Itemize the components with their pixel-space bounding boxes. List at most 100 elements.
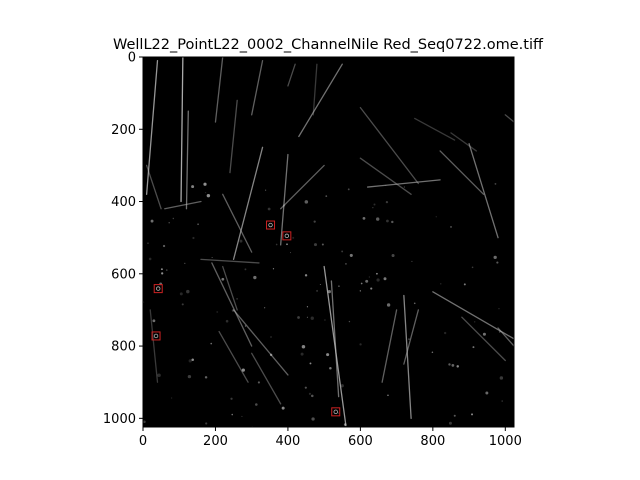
particle-speckle <box>191 185 195 189</box>
fiber-stroke <box>450 132 477 152</box>
fiber-stroke <box>149 309 159 383</box>
particle-speckle <box>443 331 447 335</box>
particle-speckle <box>376 272 378 275</box>
particle-speckle <box>244 325 247 327</box>
particle-speckle <box>304 386 307 389</box>
particle-speckle <box>329 366 332 370</box>
particle-speckle <box>385 184 387 186</box>
detection-marker <box>153 284 163 294</box>
particle-speckle <box>216 311 219 313</box>
particle-speckle <box>204 376 208 379</box>
particle-speckle <box>385 200 389 204</box>
particle-speckle <box>297 316 300 319</box>
particle-speckle <box>450 225 452 228</box>
particle-speckle <box>292 236 295 239</box>
particle-speckle <box>168 222 170 224</box>
fiber-stroke <box>214 56 224 123</box>
particle-speckle <box>179 292 183 296</box>
y-tick-label: 1000 <box>103 412 136 427</box>
marker-spot <box>156 286 161 291</box>
particle-speckle <box>386 219 389 223</box>
particle-speckle <box>157 373 161 378</box>
fiber-stroke <box>403 309 420 365</box>
marker-box <box>153 284 163 294</box>
particle-speckle <box>319 283 321 285</box>
particle-speckle <box>264 307 266 309</box>
x-tick-label: 400 <box>276 434 301 449</box>
particle-speckle <box>463 283 466 286</box>
particle-speckle <box>359 290 361 292</box>
fiber-stroke <box>497 327 515 347</box>
fiber-stroke <box>185 110 189 210</box>
particle-speckle <box>171 397 173 399</box>
particle-speckle <box>316 289 319 292</box>
particle-speckle <box>308 392 311 395</box>
particle-speckle <box>211 256 213 259</box>
particle-speckle <box>313 243 317 247</box>
particle-speckle <box>327 289 331 294</box>
particle-speckle <box>321 243 324 246</box>
particle-speckle <box>181 303 184 306</box>
marker-box <box>331 407 341 417</box>
detection-marker <box>151 331 161 341</box>
particle-speckle <box>143 420 146 424</box>
particle-speckle <box>413 302 416 305</box>
particle-speckle <box>191 358 194 362</box>
particle-speckle <box>265 189 267 191</box>
particle-speckle <box>391 220 394 224</box>
particle-speckle <box>161 272 164 275</box>
fiber-stroke <box>251 352 282 405</box>
fiber-strokes <box>145 56 515 427</box>
particle-speckle <box>456 365 459 368</box>
particle-speckle <box>165 269 168 271</box>
fiber-stroke <box>222 265 238 311</box>
fiber-stroke <box>251 59 264 116</box>
y-tick-label: 0 <box>128 51 136 66</box>
particle-speckle <box>152 319 156 323</box>
particle-speckle <box>257 381 260 384</box>
fiber-stroke <box>232 309 289 376</box>
y-tick-label: 600 <box>111 267 136 282</box>
particle-speckle <box>498 308 500 310</box>
particle-speckle <box>324 319 326 321</box>
particle-speckle <box>373 203 376 206</box>
fiber-stroke <box>381 309 398 383</box>
particle-speckle <box>275 243 278 246</box>
marker-box <box>266 220 276 230</box>
fiber-stroke <box>280 153 289 246</box>
fiber-stroke <box>180 56 184 203</box>
particle-speckle <box>341 250 344 253</box>
fiber-stroke <box>403 294 412 419</box>
particle-speckle <box>345 263 347 265</box>
fiber-stroke <box>280 164 325 210</box>
particle-speckle <box>162 244 166 248</box>
detection-marker <box>266 220 276 230</box>
particle-speckle <box>150 219 154 223</box>
particle-speckle <box>269 353 273 357</box>
particle-speckle <box>325 195 328 198</box>
fiber-stroke <box>164 200 202 210</box>
particle-speckle <box>309 362 312 365</box>
figure-title: WellL22_PointL22_0002_ChannelNile Red_Se… <box>113 37 544 53</box>
fiber-stroke <box>312 63 318 116</box>
particle-speckle <box>348 320 351 323</box>
particle-speckle <box>493 255 497 260</box>
fiber-stroke <box>145 59 159 195</box>
particle-speckle <box>236 298 238 300</box>
particle-speckle <box>368 276 370 278</box>
fiber-stroke <box>468 143 499 239</box>
y-tick-label: 800 <box>111 340 136 355</box>
marker-box <box>282 231 292 241</box>
y-tick-label: 400 <box>111 195 136 210</box>
particle-speckle <box>241 415 243 417</box>
particle-speckle <box>221 277 225 281</box>
y-axis: 0 200 400 600 800 1000 <box>103 51 143 427</box>
particle-speckle <box>347 188 350 191</box>
fiber-stroke <box>330 280 340 398</box>
particle-speckle <box>403 186 406 188</box>
particle-speckle <box>187 374 192 379</box>
particle-speckle <box>498 330 501 333</box>
fiber-stroke <box>298 63 343 138</box>
particle-speckle <box>270 336 272 338</box>
